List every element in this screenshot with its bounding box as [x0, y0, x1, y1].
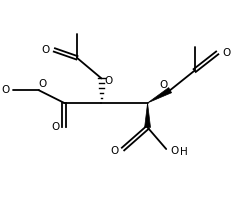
Polygon shape: [148, 88, 172, 103]
Text: O: O: [104, 76, 112, 86]
Text: O: O: [42, 45, 50, 55]
Polygon shape: [144, 103, 150, 128]
Text: O: O: [110, 146, 118, 156]
Text: H: H: [180, 147, 188, 157]
Text: O: O: [222, 48, 230, 58]
Text: O: O: [159, 80, 168, 90]
Text: O: O: [51, 122, 60, 132]
Text: O: O: [38, 79, 47, 89]
Text: O: O: [170, 146, 178, 156]
Text: O: O: [1, 85, 10, 95]
